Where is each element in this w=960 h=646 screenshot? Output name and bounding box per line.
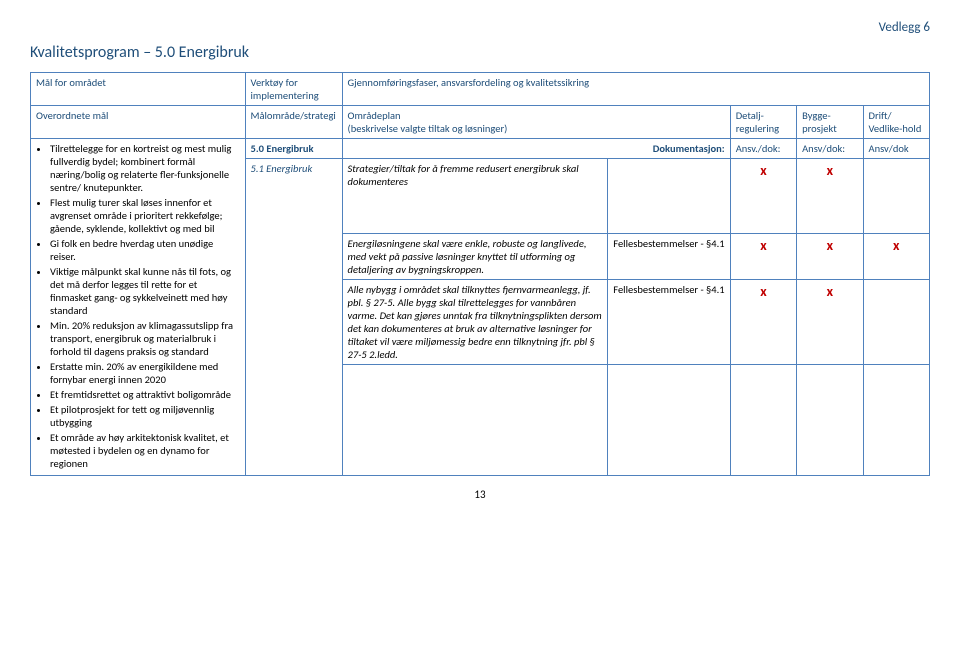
- row1-doc: [608, 159, 731, 234]
- row2-bygg: x: [797, 234, 863, 280]
- hdr-bygge: Bygge-prosjekt: [797, 106, 863, 139]
- goals-cell: Tilrettelegge for en kortreist og mest m…: [31, 139, 246, 476]
- hdr-phases: Gjennomføringsfaser, ansvarsfordeling og…: [342, 73, 929, 106]
- goal-item: Tilrettelegge for en kortreist og mest m…: [50, 142, 240, 194]
- empty-drift: [863, 365, 930, 476]
- hdr-goals: Mål for området: [31, 73, 246, 106]
- row3-doc: Fellesbestemmelser - §4.1: [608, 280, 731, 365]
- goals-list: Tilrettelegge for en kortreist og mest m…: [36, 142, 240, 470]
- empty-plan: [342, 365, 608, 476]
- empty-det: [730, 365, 796, 476]
- empty-bygg: [797, 365, 863, 476]
- hdr-drift: Drift/ Vedlike-hold: [863, 106, 930, 139]
- goal-text: Flest mulig turer skal løses innenfor et…: [50, 196, 222, 235]
- strategi-50: 5.0 Energibruk: [245, 139, 342, 159]
- hdr-omradeplan-label: Områdeplan: [348, 109, 401, 122]
- goal-text: Viktige målpunkt skal kunne nås til fots…: [50, 265, 231, 317]
- row3-plan: Alle nybygg i området skal tilknyttes fj…: [342, 280, 608, 365]
- plan-empty: [342, 139, 608, 159]
- goal-item: Flest mulig turer skal løses innenfor et…: [50, 196, 240, 235]
- page-title: Kvalitetsprogram – 5.0 Energibruk: [30, 43, 930, 62]
- goal-item: Viktige målpunkt skal kunne nås til fots…: [50, 265, 240, 317]
- goal-item: Min. 20% reduksjon av klimagassutslipp f…: [50, 319, 240, 358]
- main-table: Mål for området Verktøy for implementeri…: [30, 72, 930, 476]
- row3-drift: [863, 280, 930, 365]
- goal-text: Tilrettelegge for en kortreist og mest m…: [50, 142, 231, 194]
- goal-text: Gi folk en bedre hverdag uten unødige re…: [50, 237, 213, 263]
- row2-doc: Fellesbestemmelser - §4.1: [608, 234, 731, 280]
- goal-text: Min. 20% reduksjon av klimagassutslipp f…: [50, 319, 233, 358]
- hdr-overordnet: Overordnete mål: [31, 106, 246, 139]
- row1-drift: [863, 159, 930, 234]
- hdr-detalj: Detalj-regulering: [730, 106, 796, 139]
- row3-bygg: x: [797, 280, 863, 365]
- det-ansv: Ansv./dok:: [730, 139, 796, 159]
- row1-plan: Strategier/tiltak for å fremme redusert …: [342, 159, 608, 234]
- goal-text: Et område av høy arkitektonisk kvalitet,…: [50, 431, 229, 470]
- hdr-omradeplan: Områdeplan (beskrivelse valgte tiltak og…: [342, 106, 730, 139]
- attachment-label: Vedlegg 6: [30, 20, 930, 35]
- goal-text: Et fremtidsrettet og attraktivt boligomr…: [50, 388, 231, 401]
- row2-det: x: [730, 234, 796, 280]
- hdr-tool: Verktøy for implementering: [245, 73, 342, 106]
- hdr-strategi: Målområde/strategi: [245, 106, 342, 139]
- row1-det: x: [730, 159, 796, 234]
- bygg-ansv: Ansv/dok:: [797, 139, 863, 159]
- row3-det: x: [730, 280, 796, 365]
- row2-plan: Energiløsningene skal være enkle, robust…: [342, 234, 608, 280]
- drift-ansv: Ansv/dok: [863, 139, 930, 159]
- goal-item: Et fremtidsrettet og attraktivt boligomr…: [50, 388, 240, 401]
- goal-text: Et pilotprosjekt for tett og miljøvennli…: [50, 403, 214, 429]
- empty-doc: [608, 365, 731, 476]
- row1-bygg: x: [797, 159, 863, 234]
- doc-label: Dokumentasjon:: [608, 139, 731, 159]
- goal-item: Et område av høy arkitektonisk kvalitet,…: [50, 431, 240, 470]
- goal-item: Erstatte min. 20% av energikildene med f…: [50, 360, 240, 386]
- goal-item: Et pilotprosjekt for tett og miljøvennli…: [50, 403, 240, 429]
- goal-text: Erstatte min. 20% av energikildene med f…: [50, 360, 218, 386]
- strategi-51: 5.1 Energibruk: [245, 159, 342, 476]
- page-number: 13: [30, 488, 930, 501]
- row2-drift: x: [863, 234, 930, 280]
- goal-item: Gi folk en bedre hverdag uten unødige re…: [50, 237, 240, 263]
- hdr-omradeplan-sub: (beskrivelse valgte tiltak og løsninger): [348, 122, 508, 135]
